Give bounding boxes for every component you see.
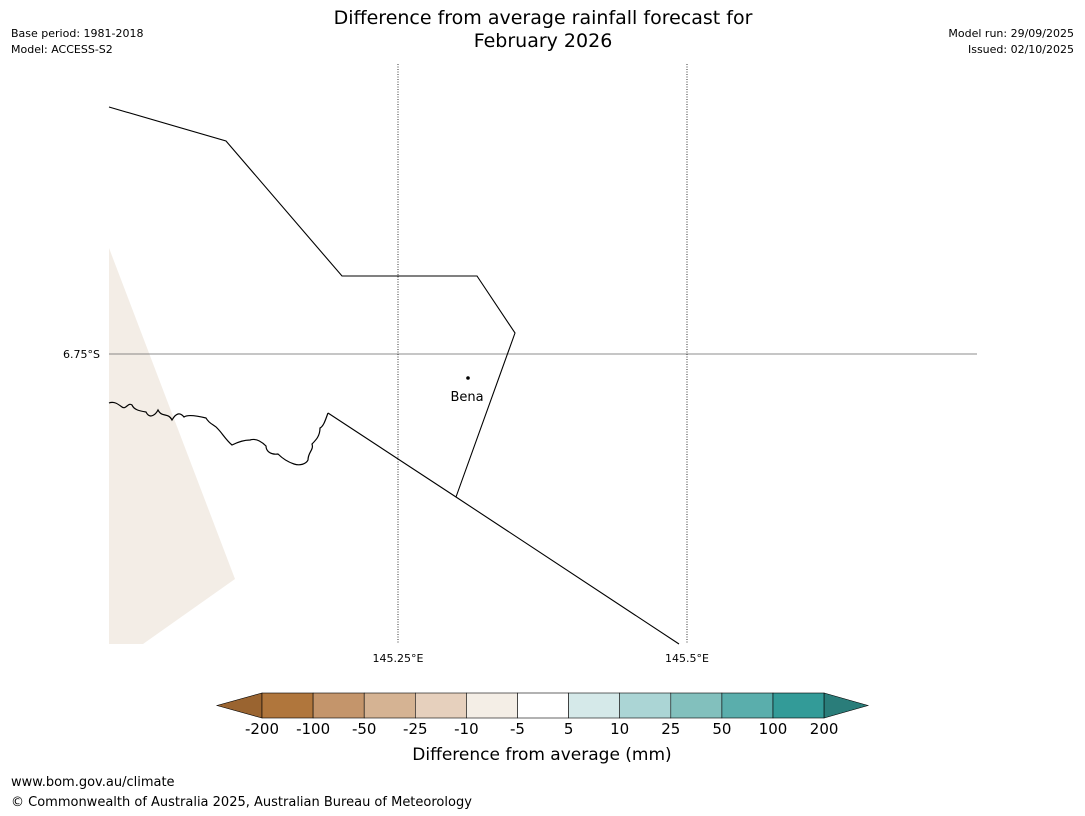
colorbar-segment bbox=[517, 692, 569, 719]
colorbar-segment bbox=[363, 692, 416, 719]
issued-date: Issued: 02/10/2025 bbox=[967, 43, 1074, 56]
meta-right: Model run: 29/09/2025 Issued: 02/10/2025 bbox=[948, 26, 1074, 58]
colorbar bbox=[215, 692, 870, 719]
colorbar-segment bbox=[670, 692, 723, 719]
colorbar-segment bbox=[414, 692, 467, 719]
land-shading bbox=[109, 248, 235, 644]
colorbar-segment bbox=[312, 692, 365, 719]
colorbar-tick-label: 200 bbox=[809, 720, 839, 738]
model-name: Model: ACCESS-S2 bbox=[11, 43, 113, 56]
colorbar-tick-label: 50 bbox=[712, 720, 732, 738]
map-title-line2: February 2026 bbox=[473, 30, 613, 52]
colorbar-tick-label: -200 bbox=[244, 720, 280, 738]
town-marker[interactable] bbox=[466, 376, 470, 380]
province-boundary-south bbox=[327, 412, 680, 645]
colorbar-tick-label: -10 bbox=[454, 720, 479, 738]
river-line bbox=[108, 401, 329, 466]
colorbar-tick-label: -50 bbox=[351, 720, 377, 738]
colorbar-tick-label: -25 bbox=[403, 720, 428, 738]
footer-url[interactable]: www.bom.gov.au/climate bbox=[11, 775, 175, 790]
colorbar-segment bbox=[619, 692, 672, 719]
colorbar-segment bbox=[466, 692, 518, 719]
province-boundary-north bbox=[108, 106, 516, 498]
longitude-label-145.5: 145.5°E bbox=[665, 652, 709, 665]
colorbar-segment bbox=[568, 692, 620, 719]
footer-copyright: © Commonwealth of Australia 2025, Austra… bbox=[11, 795, 472, 810]
colorbar-extend-high bbox=[823, 692, 870, 719]
colorbar-tick-label: 100 bbox=[758, 720, 788, 738]
colorbar-segment bbox=[261, 692, 314, 719]
latitude-label: 6.75°S bbox=[63, 348, 100, 361]
town-label: Bena bbox=[450, 390, 483, 405]
colorbar-extend-low bbox=[215, 692, 263, 719]
model-run: Model run: 29/09/2025 bbox=[948, 27, 1074, 40]
colorbar-tick-label: -5 bbox=[510, 720, 525, 738]
longitude-label-145.25: 145.25°E bbox=[373, 652, 424, 665]
colorbar-tick-label: -100 bbox=[296, 720, 331, 738]
map-title: Difference from average rainfall forecas… bbox=[243, 7, 843, 53]
colorbar-tick-label: 5 bbox=[563, 720, 574, 738]
colorbar-segment bbox=[721, 692, 774, 719]
colorbar-segment bbox=[772, 692, 825, 719]
meta-left: Base period: 1981-2018 Model: ACCESS-S2 bbox=[11, 26, 143, 58]
colorbar-tick-label: 10 bbox=[610, 720, 630, 738]
map-title-line1: Difference from average rainfall forecas… bbox=[333, 7, 753, 29]
colorbar-tick-label: 25 bbox=[661, 720, 681, 738]
colorbar-title: Difference from average (mm) bbox=[412, 745, 672, 765]
base-period: Base period: 1981-2018 bbox=[11, 27, 144, 40]
